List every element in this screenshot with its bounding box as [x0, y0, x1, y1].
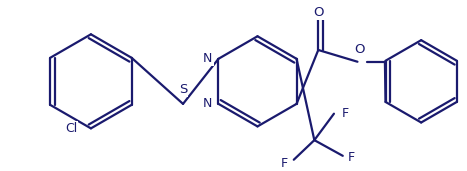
Text: O: O: [354, 43, 365, 56]
Text: F: F: [347, 151, 355, 164]
Text: F: F: [342, 107, 349, 120]
Text: S: S: [179, 83, 187, 96]
Text: F: F: [281, 157, 288, 170]
Text: O: O: [313, 6, 324, 19]
Text: N: N: [203, 52, 212, 65]
Text: N: N: [203, 97, 212, 110]
Text: Cl: Cl: [65, 122, 77, 135]
